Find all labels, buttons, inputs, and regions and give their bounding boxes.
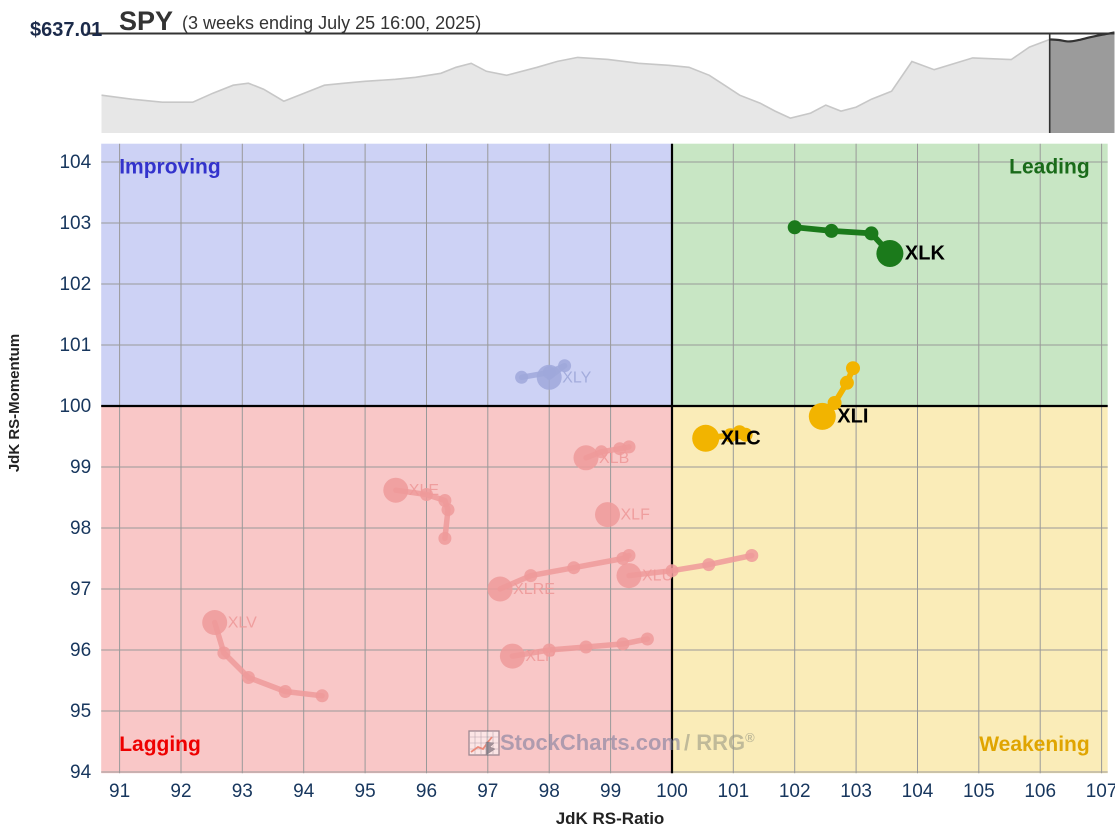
svg-text:XLY: XLY bbox=[562, 369, 591, 386]
svg-text:XLRE: XLRE bbox=[513, 581, 555, 598]
svg-text:96: 96 bbox=[416, 781, 437, 802]
svg-text:97: 97 bbox=[70, 579, 91, 600]
svg-text:Weakening: Weakening bbox=[979, 733, 1089, 756]
svg-text:94: 94 bbox=[70, 762, 92, 783]
svg-text:101: 101 bbox=[717, 781, 749, 802]
svg-text:104: 104 bbox=[902, 781, 934, 802]
svg-text:99: 99 bbox=[70, 457, 91, 478]
svg-text:XLC: XLC bbox=[721, 427, 761, 449]
svg-text:XLI: XLI bbox=[837, 405, 868, 427]
svg-text:92: 92 bbox=[170, 781, 191, 802]
svg-text:107: 107 bbox=[1086, 781, 1115, 802]
svg-text:93: 93 bbox=[232, 781, 253, 802]
svg-text:/ RRG®: / RRG® bbox=[684, 730, 755, 755]
svg-text:101: 101 bbox=[59, 335, 91, 356]
svg-text:100: 100 bbox=[59, 396, 91, 417]
svg-text:103: 103 bbox=[59, 213, 91, 234]
svg-text:Improving: Improving bbox=[119, 156, 221, 179]
svg-text:105: 105 bbox=[963, 781, 995, 802]
svg-text:98: 98 bbox=[539, 781, 560, 802]
svg-text:97: 97 bbox=[477, 781, 498, 802]
svg-text:98: 98 bbox=[70, 518, 91, 539]
svg-text:94: 94 bbox=[293, 781, 315, 802]
svg-text:XLB: XLB bbox=[599, 450, 629, 467]
svg-text:Lagging: Lagging bbox=[119, 733, 201, 756]
svg-text:102: 102 bbox=[59, 274, 91, 295]
svg-text:95: 95 bbox=[70, 701, 91, 722]
svg-text:XLF: XLF bbox=[621, 507, 651, 524]
svg-text:XLE: XLE bbox=[409, 482, 439, 499]
svg-text:StockCharts.com: StockCharts.com bbox=[500, 730, 681, 755]
svg-text:XLU: XLU bbox=[642, 568, 673, 585]
svg-text:XLP: XLP bbox=[525, 648, 555, 665]
svg-text:XLV: XLV bbox=[228, 615, 257, 632]
svg-text:99: 99 bbox=[600, 781, 621, 802]
svg-text:95: 95 bbox=[355, 781, 376, 802]
svg-text:Leading: Leading bbox=[1009, 156, 1090, 179]
svg-text:XLK: XLK bbox=[905, 243, 946, 265]
svg-text:96: 96 bbox=[70, 640, 91, 661]
svg-text:100: 100 bbox=[656, 781, 688, 802]
svg-text:103: 103 bbox=[840, 781, 872, 802]
svg-text:104: 104 bbox=[59, 152, 91, 173]
svg-text:91: 91 bbox=[109, 781, 130, 802]
svg-text:106: 106 bbox=[1024, 781, 1056, 802]
svg-text:102: 102 bbox=[779, 781, 811, 802]
